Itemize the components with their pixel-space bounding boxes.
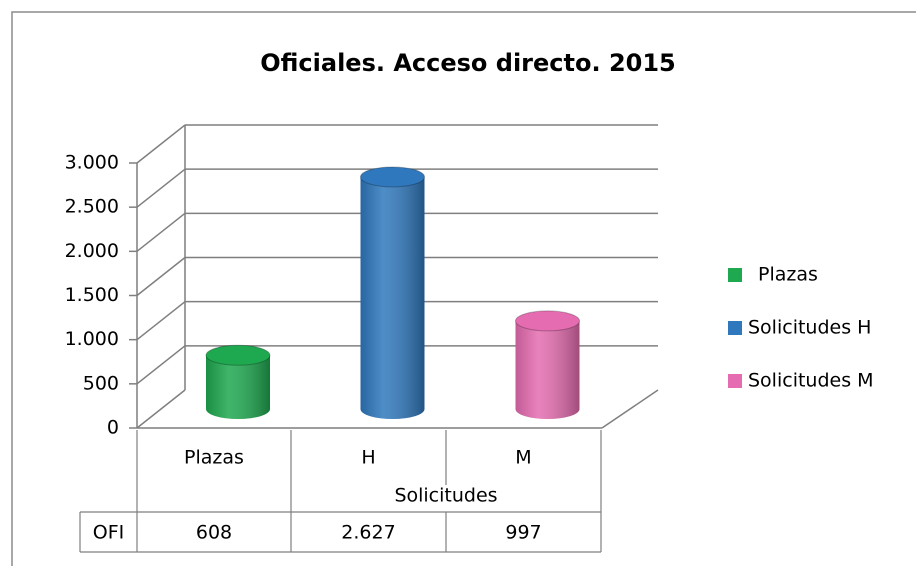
grid-line xyxy=(136,168,186,208)
grid-line xyxy=(136,345,186,385)
x-tick-label: Plazas xyxy=(184,447,244,469)
grid-line xyxy=(136,301,186,341)
x-tick-label: H xyxy=(361,447,375,469)
y-tick-label: 3.000 xyxy=(65,152,119,174)
table-value: 997 xyxy=(505,522,541,544)
y-tick-label: 2.000 xyxy=(65,240,119,262)
table-value: 2.627 xyxy=(341,522,395,544)
y-tick-label: 2.500 xyxy=(65,196,119,218)
y-tick-label: 500 xyxy=(83,372,119,394)
y-tick-label: 1.500 xyxy=(65,284,119,306)
legend-swatch xyxy=(728,268,742,282)
floor-edge xyxy=(601,389,659,429)
chart-title: Oficiales. Acceso directo. 2015 xyxy=(260,49,676,77)
y-tick-label: 1.000 xyxy=(65,328,119,350)
bar xyxy=(515,310,580,419)
legend-swatch xyxy=(728,321,742,335)
bar xyxy=(360,166,425,419)
x-tick-label: M xyxy=(515,447,531,469)
legend-label: Solicitudes M xyxy=(748,370,874,392)
grid-line xyxy=(136,256,186,297)
grid-line xyxy=(136,212,186,252)
grid-line xyxy=(136,124,186,164)
bar xyxy=(205,344,271,419)
legend-swatch xyxy=(728,374,742,388)
table-value: 608 xyxy=(196,522,232,544)
grid-line xyxy=(136,389,186,429)
y-tick-label: 0 xyxy=(107,417,119,439)
legend-label: Plazas xyxy=(758,264,818,286)
frame xyxy=(11,11,916,566)
legend-label: Solicitudes H xyxy=(748,317,871,339)
row-label: OFI xyxy=(93,522,125,544)
group-label: Solicitudes xyxy=(394,485,497,507)
